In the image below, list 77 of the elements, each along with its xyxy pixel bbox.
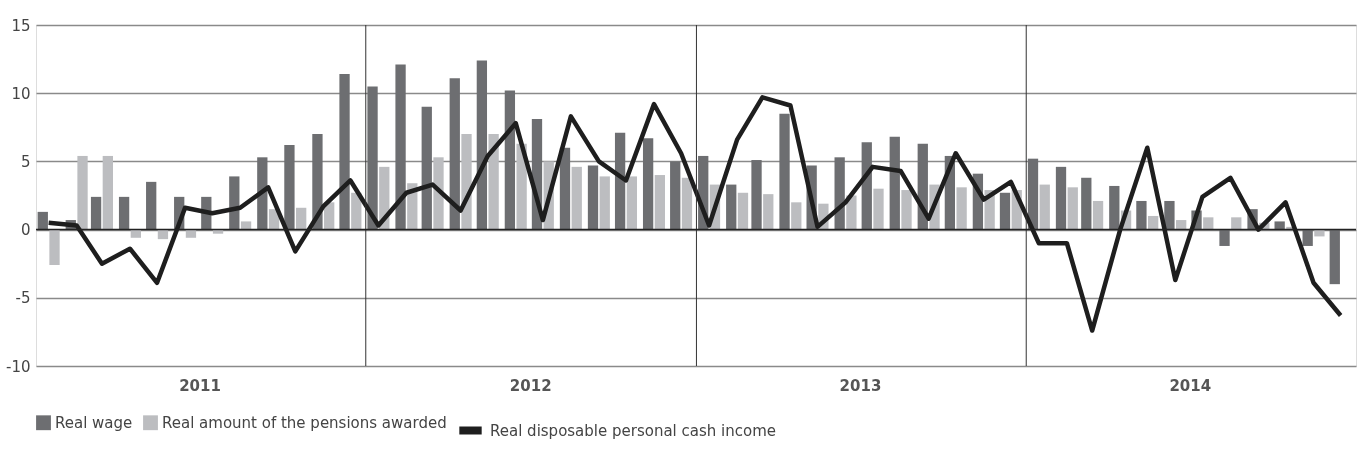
y-tick-label: -5	[15, 289, 31, 308]
bar	[90, 196, 102, 230]
bar	[846, 195, 857, 230]
bar	[1164, 200, 1175, 230]
x-tick-label: 2011	[179, 376, 221, 395]
y-tick-label: 15	[11, 16, 31, 35]
bar	[681, 177, 693, 230]
bar	[449, 78, 460, 230]
bar	[599, 176, 610, 230]
bar	[37, 211, 48, 230]
legend-label: Real amount of the pensions awarded	[162, 413, 447, 432]
bar	[889, 136, 900, 230]
bar	[488, 134, 499, 230]
bar	[1092, 200, 1104, 230]
bar	[642, 138, 654, 230]
bar	[516, 143, 527, 230]
legend-label: Real disposable personal cash income	[490, 421, 777, 440]
bar	[476, 60, 488, 230]
bar	[763, 194, 774, 230]
bar	[296, 207, 307, 230]
bar	[654, 175, 666, 230]
bar	[433, 157, 444, 230]
bar	[901, 190, 912, 230]
bar	[726, 184, 737, 230]
bar	[212, 229, 224, 234]
x-tick-label: 2014	[1169, 376, 1212, 395]
bar	[102, 155, 113, 230]
bar	[118, 196, 130, 230]
bar	[737, 192, 749, 230]
bar	[791, 202, 802, 230]
bar	[395, 64, 406, 230]
bar	[1055, 166, 1067, 230]
y-tick-label: 0	[20, 221, 31, 240]
bar	[284, 145, 295, 230]
bar	[1274, 221, 1285, 230]
bar	[1039, 184, 1050, 230]
bar	[339, 74, 350, 230]
bar	[999, 192, 1011, 230]
bar	[1136, 200, 1147, 230]
bar	[559, 147, 571, 230]
bar	[1148, 215, 1159, 230]
bar	[1329, 229, 1340, 285]
bar	[956, 187, 967, 230]
bar	[670, 161, 681, 230]
bar	[77, 155, 88, 230]
bar	[1081, 177, 1092, 230]
bar	[367, 86, 378, 230]
bar	[1203, 217, 1214, 230]
y-tick-label: 5	[20, 152, 31, 171]
bar	[1176, 220, 1187, 230]
bar	[421, 106, 432, 230]
bar	[240, 221, 252, 230]
bar	[614, 132, 626, 230]
bar	[1314, 229, 1325, 237]
bar	[779, 113, 790, 230]
bar	[626, 176, 637, 230]
bar	[571, 166, 582, 230]
legend-label: Real wage	[55, 413, 133, 432]
bar	[157, 229, 169, 240]
bar	[185, 229, 197, 238]
x-tick-label: 2012	[509, 376, 552, 395]
bar	[49, 229, 60, 266]
bar	[1067, 187, 1078, 230]
x-tick-label: 2013	[839, 376, 882, 395]
bar	[873, 188, 884, 230]
bar	[130, 229, 141, 238]
bar	[146, 181, 157, 230]
bar	[1231, 217, 1242, 230]
bar	[1302, 229, 1313, 246]
bar	[504, 90, 516, 230]
bar	[1219, 229, 1230, 246]
y-tick-label: 10	[11, 84, 31, 103]
bar	[751, 160, 762, 230]
bar	[1109, 185, 1120, 230]
bar	[312, 134, 323, 230]
bar	[587, 165, 599, 230]
y-tick-label: -10	[6, 357, 31, 376]
